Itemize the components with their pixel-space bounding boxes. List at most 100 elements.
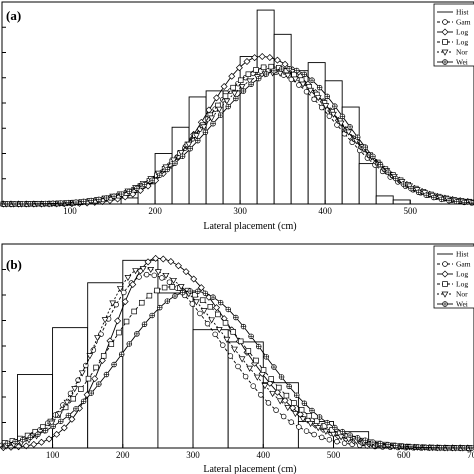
series-point-4-3: [27, 434, 34, 441]
series-point-3-37: [284, 405, 292, 412]
series-point-4-35: [271, 68, 277, 74]
series-point-1-33: [251, 54, 259, 62]
series-point-3-43: [330, 431, 337, 438]
series-point-1-9: [68, 415, 76, 423]
series-point-1-35: [266, 379, 274, 387]
series-point-0-15: [113, 301, 119, 308]
series-point-4-15: [118, 351, 125, 358]
series-point-4-31: [240, 88, 247, 94]
series-point-4-19: [149, 312, 155, 319]
series-point-1-24: [182, 268, 190, 276]
series-point-3-43: [330, 111, 337, 118]
series-point-4-38: [294, 392, 300, 398]
series-point-2-32: [245, 71, 252, 78]
series-point-4-47: [362, 437, 369, 443]
series-point-1-32: [243, 57, 251, 65]
series-point-3-30: [231, 90, 238, 97]
series-point-4-6: [50, 200, 56, 207]
series-point-3-40: [307, 421, 315, 428]
series-point-1-36: [273, 56, 281, 64]
series-point-4-54: [415, 444, 422, 450]
series-markers-4: [4, 288, 474, 451]
series-point-2-41: [314, 418, 320, 424]
series-point-4-33: [255, 75, 262, 82]
series-point-4-41: [316, 414, 323, 420]
series-point-2-33: [253, 357, 259, 364]
series-point-0-30: [227, 353, 234, 359]
legend-marker-1: [442, 261, 448, 267]
legend-marker-2: [441, 270, 449, 278]
series-point-1-20: [152, 254, 160, 262]
x-tick-label-1: 200: [148, 206, 162, 216]
legend-entry-2: Log: [456, 28, 468, 37]
series-point-1-25: [190, 275, 198, 283]
series-point-4-18: [141, 181, 148, 188]
series-point-4-44: [339, 113, 346, 120]
series-point-3-29: [223, 98, 231, 105]
series-point-3-38: [292, 411, 299, 418]
series-point-0-34: [258, 392, 264, 398]
x-tick-label-4: 500: [327, 450, 341, 460]
series-point-3-20: [154, 269, 162, 276]
series-point-3-31: [238, 356, 246, 363]
series-point-2-15: [116, 329, 122, 336]
histogram-bar-2: [87, 282, 124, 449]
series-point-4-44: [339, 428, 346, 435]
series-point-4-5: [42, 200, 49, 207]
panel-b: 100 200 300 400 500 600 700 (b) Lateral placemen…: [0, 243, 474, 474]
series-point-4-43: [332, 103, 338, 109]
series-point-1-6: [45, 435, 53, 443]
legend-entry-0: Hist: [456, 8, 469, 17]
series-point-0-22: [166, 279, 173, 285]
series-point-2-37: [283, 392, 290, 399]
series-point-4-46: [354, 134, 361, 140]
series-point-4-35: [271, 364, 277, 370]
series-point-2-36: [276, 384, 282, 391]
legend-marker-4: [441, 291, 449, 298]
series-point-3-30: [231, 346, 238, 353]
series-point-4-47: [362, 144, 369, 150]
series-point-0-35: [265, 400, 272, 406]
series-point-4-17: [134, 331, 140, 337]
series-point-4-21: [164, 298, 171, 304]
series-point-4-29: [225, 103, 232, 110]
series-point-4-45: [347, 124, 353, 130]
series-point-1-19: [144, 258, 152, 266]
series-point-4-10: [80, 398, 87, 405]
series-point-4-56: [431, 194, 437, 201]
series-point-1-4: [30, 440, 38, 448]
series-point-3-41: [314, 95, 322, 102]
x-tick-label-5: 600: [397, 450, 411, 460]
legend-marker-5: [442, 301, 448, 307]
histogram-bar-0: [120, 197, 139, 205]
series-point-2-35: [268, 376, 274, 382]
series-point-2-32: [245, 348, 252, 354]
series-point-3-39: [299, 81, 307, 88]
series-point-4-48: [370, 153, 376, 160]
x-tick-label-3: 400: [318, 206, 332, 216]
series-point-4-43: [332, 424, 338, 431]
series-point-4-53: [408, 185, 414, 192]
series-point-0-43: [326, 436, 333, 443]
series-point-1-28: [213, 304, 221, 312]
series-point-4-11: [88, 197, 94, 204]
legend-marker-2: [441, 28, 449, 36]
series-point-4-32: [248, 81, 254, 88]
series-point-3-16: [124, 275, 132, 282]
series-point-0-12: [90, 347, 97, 353]
series-point-4-22: [172, 160, 178, 166]
legend-entry-0: Hist: [456, 250, 469, 259]
series-point-1-16: [121, 298, 129, 306]
series-point-4-24: [187, 145, 193, 152]
series-point-4-26: [202, 290, 209, 297]
series-point-3-25: [193, 299, 200, 306]
series-point-3-17: [132, 268, 139, 275]
series-point-4-27: [210, 120, 216, 127]
series-point-4-36: [278, 374, 285, 380]
panel-a: 100 200 300 400 500 (a) Lateral placement (cm)…: [0, 1, 474, 232]
series-point-4-7: [58, 418, 64, 425]
series-point-4-12: [96, 381, 102, 387]
series-point-1-15: [114, 317, 122, 325]
series-point-4-13: [103, 371, 110, 378]
